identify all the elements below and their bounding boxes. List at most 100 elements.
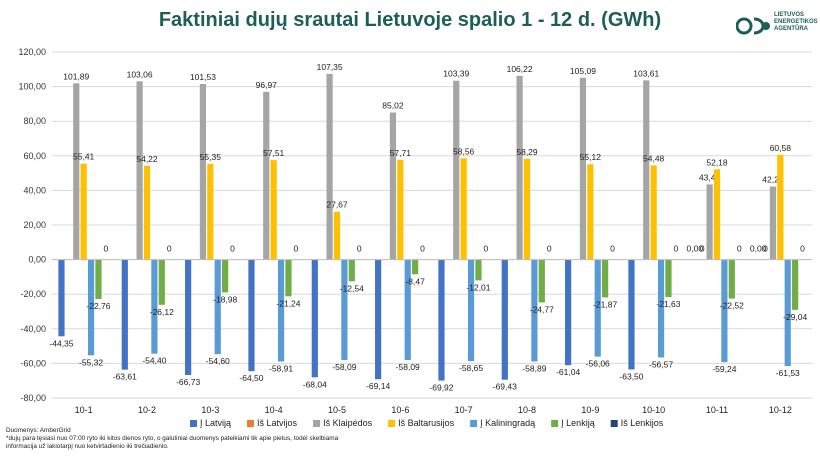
data-label: -44,35 xyxy=(49,338,73,348)
bar xyxy=(728,259,735,299)
data-label: 105,09 xyxy=(570,66,596,76)
legend-swatch xyxy=(190,420,197,427)
data-label: -24,77 xyxy=(530,304,554,314)
bar xyxy=(389,112,397,260)
bar xyxy=(311,259,318,378)
data-label: 106,22 xyxy=(507,64,533,74)
x-tick-label: 10-4 xyxy=(265,405,283,415)
y-tick-label: 40,00 xyxy=(23,185,46,195)
y-tick-label: 60,00 xyxy=(23,151,46,161)
x-tick-label: 10-11 xyxy=(706,405,728,415)
bar xyxy=(326,73,333,260)
legend-label: Iš Klaipėdos xyxy=(323,418,373,428)
data-label: 0 xyxy=(230,244,235,254)
data-label: 54,22 xyxy=(136,154,158,164)
data-label: 0,00 xyxy=(750,244,767,254)
y-tick-label: 120,00 xyxy=(18,47,46,57)
y-tick-label: 80,00 xyxy=(23,116,46,126)
data-label: 54,48 xyxy=(643,153,665,163)
data-label: -21,87 xyxy=(593,299,617,309)
data-label: -61,53 xyxy=(776,368,800,378)
bar xyxy=(650,165,657,260)
bar xyxy=(412,259,419,275)
data-label: 27,67 xyxy=(326,200,348,210)
bar xyxy=(95,259,102,299)
y-tick-label: -20,00 xyxy=(20,289,46,299)
data-label: -68,04 xyxy=(303,379,327,389)
data-label: 101,53 xyxy=(190,72,216,82)
bar xyxy=(438,259,445,381)
data-label: 85,02 xyxy=(382,101,404,111)
data-label: -69,43 xyxy=(493,382,517,392)
data-label: -21,63 xyxy=(656,299,680,309)
data-label: 57,51 xyxy=(263,148,285,158)
data-label: 0 xyxy=(357,244,362,254)
bar xyxy=(158,259,165,305)
data-label: -63,61 xyxy=(113,372,137,382)
data-label: 0 xyxy=(673,244,678,254)
bar xyxy=(151,259,158,354)
bar xyxy=(121,259,128,370)
data-label: 0 xyxy=(737,244,742,254)
data-label: 55,41 xyxy=(73,152,95,162)
x-tick-label: 10-2 xyxy=(138,405,156,415)
data-label: -63,50 xyxy=(619,371,643,381)
logo-text: LIETUVOS ENERGETIKOS AGENTŪRA xyxy=(774,12,818,32)
data-label: 103,39 xyxy=(443,69,469,79)
data-label: -54,60 xyxy=(206,356,230,366)
data-label: 42,21 xyxy=(762,175,784,185)
data-label: -58,91 xyxy=(269,364,293,374)
chart-title: Faktiniai dujų srautai Lietuvoje spalio … xyxy=(158,9,662,31)
footer-note-2: informacija už lakiotarpį nuo ketvirtadi… xyxy=(6,443,169,450)
data-label: -61,04 xyxy=(556,367,580,377)
x-tick-label: 10-10 xyxy=(642,405,665,415)
data-label: 103,06 xyxy=(127,69,153,79)
y-tick-label: 0,00 xyxy=(28,255,46,265)
legend-swatch xyxy=(610,420,618,427)
bar xyxy=(784,259,791,367)
y-tick-label: -80,00 xyxy=(20,393,46,403)
data-label: 107,35 xyxy=(317,62,343,72)
bar xyxy=(333,211,341,260)
bar xyxy=(375,259,382,380)
x-tick-label: 10-9 xyxy=(581,405,599,415)
data-label: -58,89 xyxy=(522,363,546,373)
data-label: 60,58 xyxy=(770,143,792,153)
data-label: 0 xyxy=(167,244,172,254)
bar xyxy=(285,259,292,297)
data-label: 58,29 xyxy=(516,147,538,157)
legend-label: Į Latviją xyxy=(200,418,231,428)
data-label: 0 xyxy=(700,244,705,254)
x-tick-label: 10-8 xyxy=(518,405,536,415)
data-label: 52,18 xyxy=(706,157,728,167)
data-label: 103,61 xyxy=(633,68,659,78)
data-label: 58,56 xyxy=(453,146,475,156)
footer-notes: Duomenys: AmberGrid *dujų para tęsiasi n… xyxy=(6,427,338,451)
bar xyxy=(277,259,285,362)
data-label: -59,24 xyxy=(712,364,736,374)
bar xyxy=(628,259,635,370)
legend-swatch xyxy=(551,420,559,427)
bar xyxy=(706,184,713,260)
data-label: 0 xyxy=(483,244,488,254)
data-label: -26,12 xyxy=(150,307,174,317)
bar xyxy=(531,259,538,362)
bar xyxy=(136,81,143,260)
y-tick-label: 20,00 xyxy=(23,220,46,230)
x-tick-label: 10-3 xyxy=(201,405,219,415)
x-tick-label: 10-5 xyxy=(328,405,346,415)
data-label: -54,40 xyxy=(142,356,166,366)
bar xyxy=(769,186,777,260)
bar xyxy=(199,83,207,260)
bar xyxy=(565,259,572,366)
data-label: 96,97 xyxy=(256,80,278,90)
bar xyxy=(58,259,65,337)
leta-logo-icon xyxy=(736,17,770,35)
bar xyxy=(214,259,221,355)
bar xyxy=(460,158,467,260)
bar xyxy=(404,259,411,361)
bar xyxy=(263,91,270,260)
x-tick-label: 10-7 xyxy=(455,405,473,415)
data-label: 55,35 xyxy=(200,152,222,162)
